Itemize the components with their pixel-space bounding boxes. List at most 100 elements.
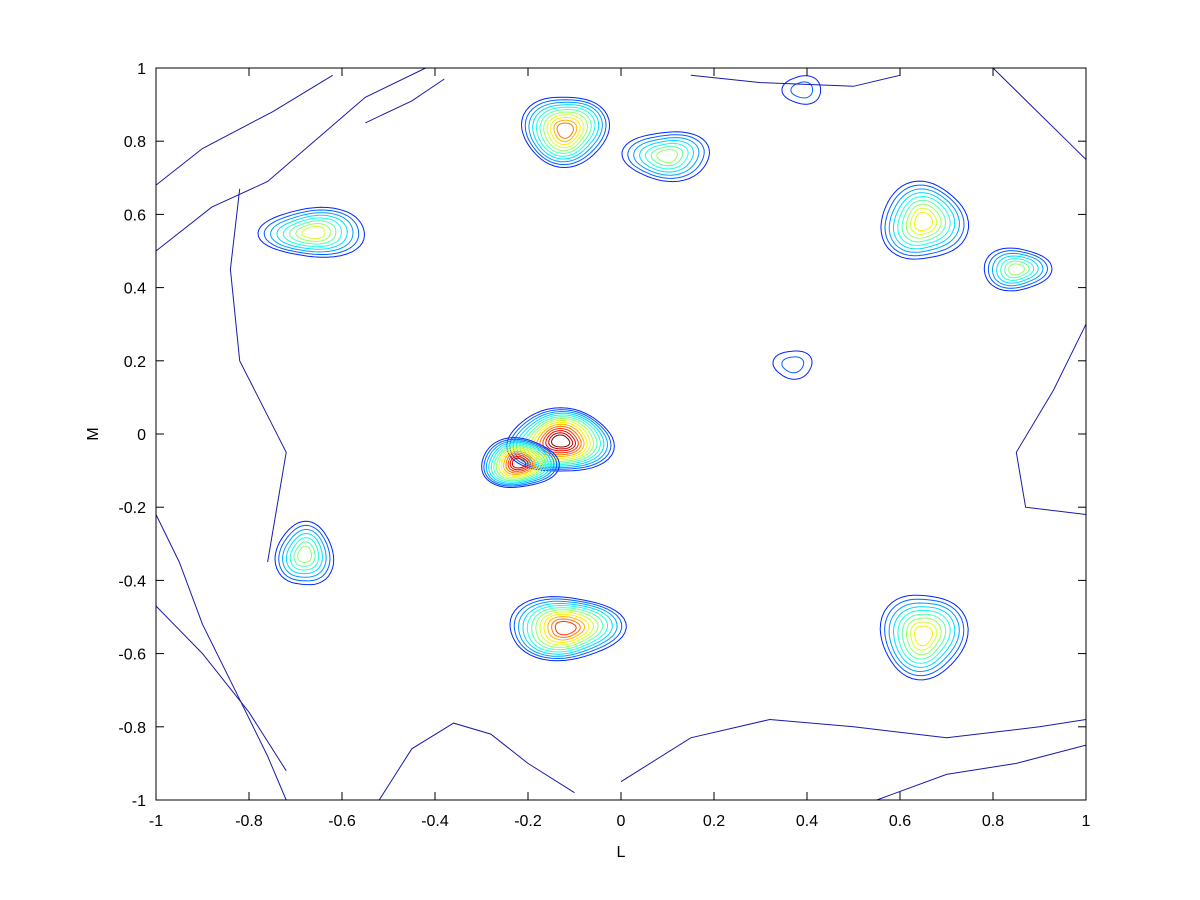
contour-line	[551, 618, 581, 638]
contour-line	[547, 616, 586, 641]
contour-line	[513, 598, 623, 660]
contour-line	[539, 425, 582, 456]
contour-line	[276, 214, 348, 250]
contour-line	[155, 74, 333, 186]
contour-line	[772, 350, 813, 380]
y-tick-label: -0.4	[118, 573, 146, 590]
contour-line	[505, 452, 534, 474]
x-tick-label: 0.8	[982, 813, 1004, 830]
contour-line	[897, 195, 951, 246]
contour-line	[548, 432, 574, 450]
contour-line	[545, 430, 576, 452]
contour-line	[992, 67, 1087, 160]
contour-line	[913, 211, 933, 231]
y-tick-label: 1	[137, 61, 146, 78]
contour-line	[295, 223, 331, 242]
contour-line	[656, 149, 679, 163]
contour-line	[257, 206, 365, 258]
x-axis-ticks: -1 -0.8 -0.6 -0.4 -0.2 0 0.2 0.4 0.6 0.8 1	[149, 68, 1091, 830]
y-tick-label: 0.8	[124, 134, 146, 151]
x-tick-label: 0.6	[889, 813, 911, 830]
y-tick-label: 0.4	[124, 281, 146, 298]
x-tick-label: -0.4	[421, 813, 449, 830]
contour-line	[781, 75, 822, 105]
contour-line	[270, 212, 354, 253]
contour-line	[879, 594, 969, 681]
contour-line	[987, 250, 1049, 289]
contour-lines	[155, 67, 1087, 801]
contour-line	[535, 609, 599, 648]
contour-line	[503, 450, 536, 476]
contour-line	[644, 142, 689, 170]
contour-line	[498, 447, 541, 479]
y-tick-label: 0	[137, 427, 146, 444]
contour-line	[546, 114, 585, 149]
contour-line	[282, 217, 342, 248]
contour-line	[892, 606, 956, 668]
contour-line	[621, 131, 711, 183]
contour-line	[690, 74, 901, 87]
x-tick-label: 0	[617, 813, 626, 830]
contour-line	[365, 78, 445, 124]
contour-line	[781, 356, 805, 374]
contour-line	[293, 541, 316, 567]
contour-line	[914, 625, 934, 647]
y-tick-label: -0.8	[118, 720, 146, 737]
contour-line	[901, 199, 947, 243]
contour-line	[532, 104, 600, 160]
contour-line	[481, 437, 560, 489]
y-tick-label: -1	[132, 793, 146, 810]
y-tick-label: -0.2	[118, 500, 146, 517]
contour-line	[274, 520, 335, 586]
contour-line	[983, 247, 1053, 292]
contour-line	[297, 545, 312, 563]
contour-line	[888, 188, 960, 253]
contour-line	[639, 139, 694, 173]
contour-line	[531, 607, 604, 651]
contour-line	[522, 602, 613, 655]
contour-line	[526, 604, 609, 653]
contour-line	[511, 457, 527, 469]
contour-line	[155, 514, 287, 801]
contour-line	[535, 106, 596, 157]
contour-line	[550, 116, 581, 146]
contour-line	[884, 598, 965, 677]
contour-line	[301, 226, 326, 240]
contour-line	[520, 96, 611, 169]
contour-line	[536, 423, 585, 457]
contour-line	[289, 220, 337, 245]
contour-line	[500, 449, 539, 477]
contour-line	[289, 537, 320, 571]
x-tick-label: 1	[1082, 813, 1091, 830]
contour-line	[897, 609, 951, 664]
contour-line	[532, 421, 588, 459]
contour-line	[1015, 323, 1087, 515]
contour-line	[884, 184, 965, 257]
contour-line	[509, 596, 627, 662]
contour-line	[991, 252, 1044, 287]
contour-line	[155, 67, 426, 252]
contour-line	[539, 108, 592, 154]
contour-line	[906, 617, 942, 656]
y-tick-label: 0.2	[124, 354, 146, 371]
contour-line	[529, 419, 591, 461]
contour-line	[888, 602, 960, 673]
contour-line	[880, 180, 970, 260]
contour-line	[518, 600, 618, 657]
contour-line	[910, 621, 938, 651]
contour-line	[485, 440, 555, 486]
contour-line	[620, 718, 1087, 783]
y-axis-ticks: -1 -0.8 -0.6 -0.4 -0.2 0 0.2 0.4 0.6 0.8 1	[118, 61, 1086, 810]
contour-line	[876, 744, 1087, 801]
contour-line	[506, 407, 615, 472]
contour-line	[509, 455, 529, 471]
contour-line	[543, 613, 590, 644]
x-tick-label: -0.6	[328, 813, 356, 830]
x-tick-label: -0.2	[514, 813, 542, 830]
contour-line	[650, 145, 684, 167]
contour-line	[528, 101, 603, 163]
contour-line	[378, 722, 575, 801]
contour-line	[542, 427, 579, 454]
y-axis-label: M	[85, 427, 102, 440]
